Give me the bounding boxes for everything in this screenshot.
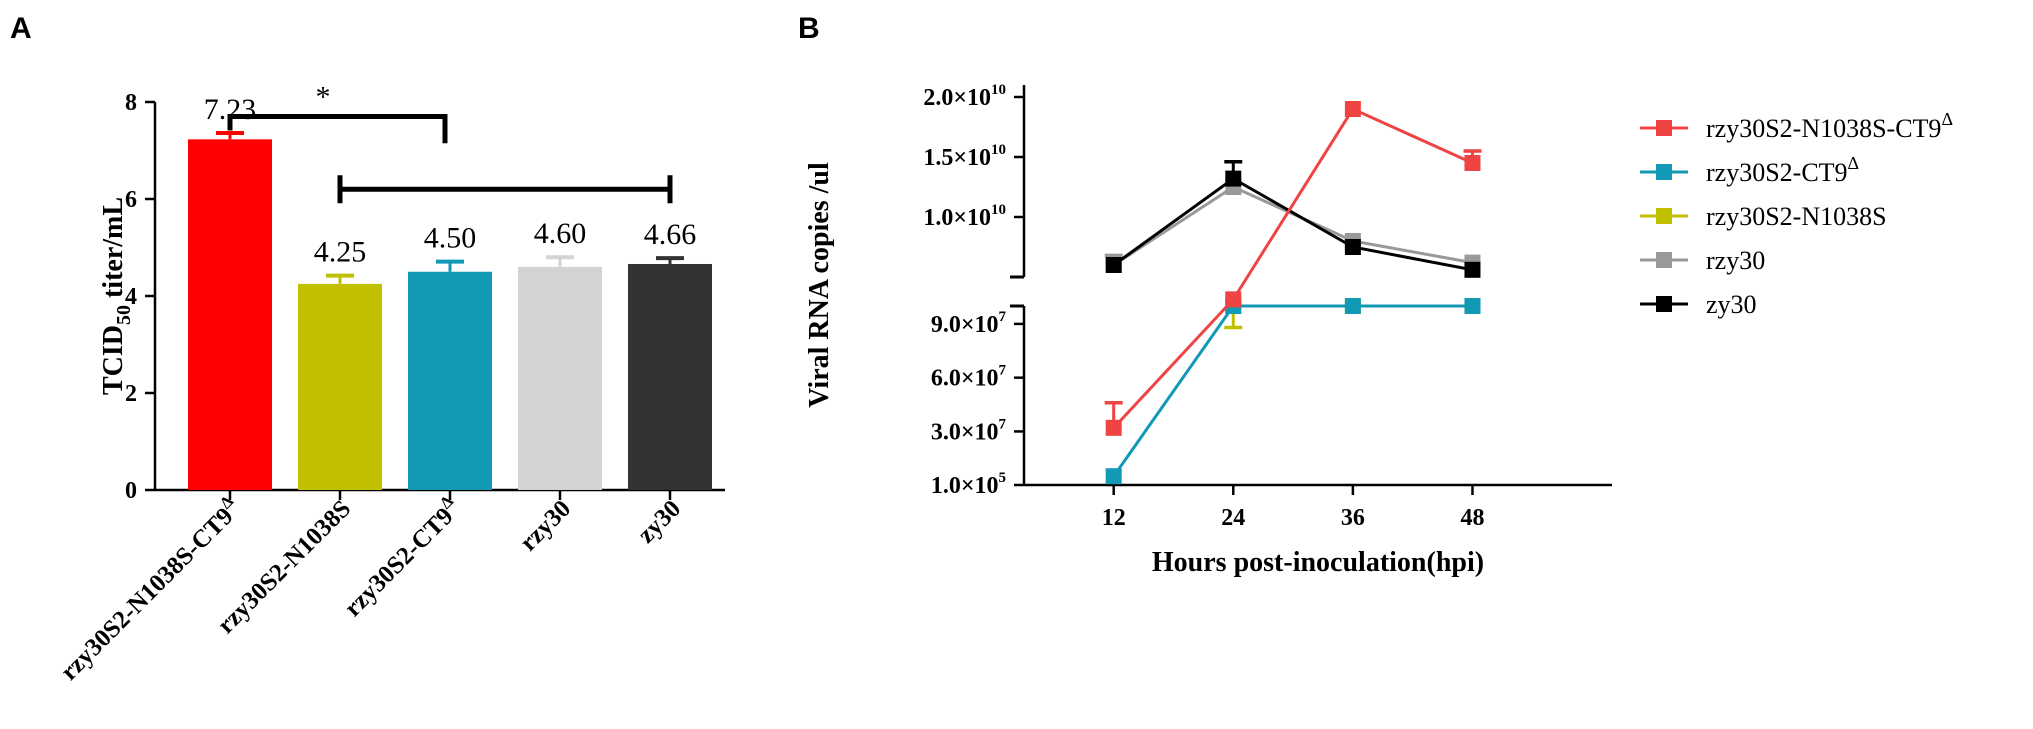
group-bracket [337,175,673,204]
y-tick-label: 4 [125,284,137,310]
y-tick-label: 2.0×1010 [923,82,1006,111]
data-point [1105,468,1122,485]
series-line [1112,107,1474,429]
y-tick-label: 8 [125,90,137,116]
data-label: 4.25 [314,236,367,269]
data-point [1464,298,1481,314]
data-label: 4.50 [424,222,477,255]
bar [628,263,712,490]
y-tick-label: 1.0×105 [931,470,1006,499]
x-tick-label: 36 [1341,505,1365,531]
panel-b: B 2.0×1010 1.5×1010 1.0×1010 9.0×107 6.0×107 3… [798,12,1953,578]
bar [408,271,492,490]
data-label: 4.60 [534,217,587,250]
x-tick-label: rzy30S2-N1038S [212,495,356,639]
legend-marker [1656,164,1672,180]
bar [188,139,272,490]
data-point [1105,257,1122,273]
x-tick-label: rzy30S2-N1038S-CT9Δ [52,491,246,685]
x-tick-label: zy30 [633,495,686,548]
data-point [1105,419,1122,436]
data-point [1344,298,1361,314]
legend-marker [1656,120,1672,136]
y-tick-label: 6.0×107 [931,363,1007,392]
legend-label: zy30 [1706,290,1757,319]
data-point [1344,101,1361,117]
data-label: 4.66 [644,218,697,251]
y-tick-label: 3.0×107 [931,416,1007,445]
x-tick-label: 24 [1221,505,1245,531]
legend-marker [1656,208,1672,224]
x-axis-title: Hours post-inoculation(hpi) [1152,547,1484,578]
bar [518,266,602,490]
legend-label: rzy30S2-N1038S-CT9Δ [1706,109,1953,143]
data-point [1464,261,1481,278]
y-tick-label: 9.0×107 [931,309,1007,338]
y-axis-title: TCID50 titer/mL [98,197,135,395]
x-tick-label: rzy30S2-CT9Δ [336,491,467,622]
significance-star: * [316,81,331,114]
series-line [1112,304,1473,478]
y-tick-label: 6 [125,187,137,213]
legend-marker [1656,252,1672,268]
legend-label: rzy30 [1706,246,1765,275]
y-tick-label: 1.0×1010 [923,202,1006,231]
panel-b-letter: B [798,12,820,45]
y-tick-label: 2 [125,381,137,407]
y-axis-title: Viral RNA copies /ul [804,162,835,408]
data-point [1464,155,1481,171]
data-point [1225,170,1242,187]
x-tick-label: 48 [1460,505,1484,531]
data-point [1344,239,1361,255]
panel-a-letter: A [10,12,32,45]
significance-bracket [227,114,448,144]
y-tick-label: 1.5×1010 [923,142,1006,171]
legend-marker [1656,296,1672,312]
series-line [1112,176,1473,272]
bar [298,283,382,490]
data-point [1225,291,1242,308]
legend-label: rzy30S2-CT9Δ [1706,153,1859,187]
x-tick-label: 12 [1102,505,1126,531]
x-tick-label: rzy30 [515,495,576,556]
y-tick-label: 0 [125,478,137,504]
legend-label: rzy30S2-N1038S [1706,202,1887,231]
